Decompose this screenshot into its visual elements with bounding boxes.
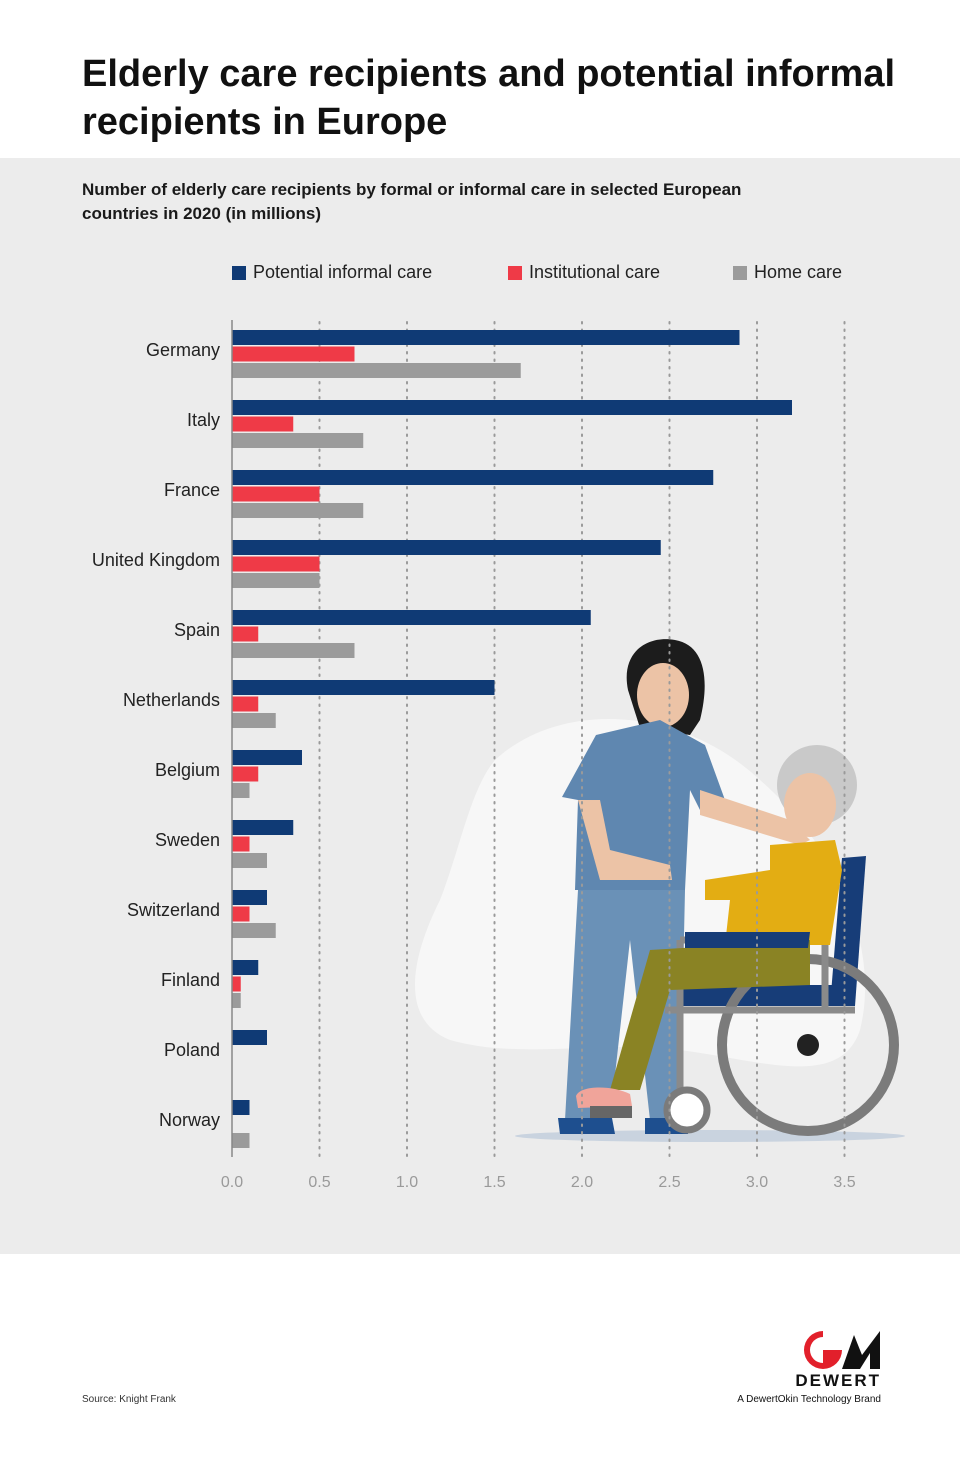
x-tick-label: 1.0 (396, 1174, 418, 1191)
elder-torso-icon (705, 840, 842, 945)
x-axis-ticks: 0.0 0.5 1.0 1.5 2.0 2.5 3.0 3.5 (221, 1174, 856, 1191)
bar-institutional-care (232, 556, 320, 572)
legend-label-potential-informal-care: Potential informal care (253, 262, 433, 282)
bar-home-care (232, 993, 241, 1008)
category-label: United Kingdom (92, 550, 220, 570)
bar-potential-informal-care (232, 680, 495, 695)
bar-home-care (232, 573, 320, 588)
bar-potential-informal-care (232, 820, 294, 835)
bar-institutional-care (232, 696, 259, 712)
legend-swatch-home-care (733, 265, 747, 280)
bar-potential-informal-care (232, 540, 661, 555)
bar-institutional-care (232, 836, 250, 852)
category-label: Italy (187, 410, 220, 430)
legend-swatch-potential-informal-care (232, 265, 246, 280)
wheelchair-footrest-icon (590, 1106, 632, 1118)
bar-potential-informal-care (232, 400, 792, 415)
bar-home-care (232, 643, 355, 658)
legend-swatch-institutional-care (508, 265, 522, 280)
bar-potential-informal-care (232, 610, 591, 625)
bar-home-care (232, 1133, 250, 1148)
bar-institutional-care (232, 626, 259, 642)
nurse-shoe-left-icon (558, 1118, 615, 1134)
bar-institutional-care (232, 416, 294, 432)
bar-potential-informal-care (232, 750, 302, 765)
chart-subtitle: Number of elderly care recipients by for… (82, 180, 742, 223)
category-label: Switzerland (127, 900, 220, 920)
bar-home-care (232, 503, 364, 518)
wheelchair-frame-icon (665, 936, 855, 1105)
bar-potential-informal-care (232, 330, 740, 345)
bar-institutional-care (232, 976, 241, 992)
x-tick-label: 2.0 (571, 1174, 593, 1191)
wheelchair-hub-icon (797, 1034, 819, 1056)
category-label: Spain (174, 620, 220, 640)
category-label: Sweden (155, 830, 220, 850)
elder-blanket-icon (685, 932, 810, 948)
x-tick-label: 3.5 (833, 1174, 855, 1191)
source-note: Source: Knight Frank (82, 1394, 176, 1405)
elder-legs-icon (610, 940, 810, 1090)
brand-tagline: A DewertOkin Technology Brand (737, 1394, 881, 1405)
bar-home-care (232, 783, 250, 798)
bar-home-care (232, 923, 276, 938)
bar-institutional-care (232, 766, 259, 782)
legend-label-home-care: Home care (754, 262, 843, 282)
nurse-arm-icon (578, 800, 672, 880)
category-label: Finland (161, 970, 220, 990)
dewert-logo-icon (804, 1331, 880, 1369)
x-tick-label: 2.5 (658, 1174, 680, 1191)
x-tick-label: 3.0 (746, 1174, 768, 1191)
bar-home-care (232, 363, 521, 378)
wheelchair-small-wheel-icon (663, 1086, 711, 1134)
category-label: Poland (164, 1040, 220, 1060)
bars (232, 330, 792, 1148)
category-label: Germany (146, 340, 220, 360)
bar-potential-informal-care (232, 960, 259, 975)
category-label: Norway (159, 1110, 220, 1130)
nurse-arm-right-icon (700, 790, 810, 845)
x-tick-label: 1.5 (483, 1174, 505, 1191)
brand-name: DEWERT (795, 1371, 881, 1390)
wheelchair-seat-icon (680, 985, 855, 1006)
legend-item-home-care: Home care (733, 262, 842, 283)
bar-potential-informal-care (232, 470, 714, 485)
category-label: Netherlands (123, 690, 220, 710)
legend-item-potential-informal-care: Potential informal care (232, 262, 432, 283)
page-title: Elderly care recipients and potential in… (82, 53, 896, 143)
legend-label-institutional-care: Institutional care (529, 262, 661, 282)
bar-institutional-care (232, 486, 320, 502)
x-tick-label: 0.5 (308, 1174, 330, 1191)
nurse-face-icon (637, 663, 689, 727)
elder-face-icon (784, 773, 836, 837)
bar-institutional-care (232, 346, 355, 362)
chart-legend: Potential informal care Institutional ca… (0, 262, 960, 284)
bar-potential-informal-care (232, 1030, 267, 1045)
bar-home-care (232, 853, 267, 868)
bar-home-care (232, 713, 276, 728)
caregiver-illustration (415, 639, 905, 1142)
bar-home-care (232, 433, 364, 448)
category-label: Belgium (155, 760, 220, 780)
bar-chart: Germany Italy France United Kingdom Spain Net… (92, 320, 905, 1191)
bar-potential-informal-care (232, 890, 267, 905)
category-label: France (164, 480, 220, 500)
category-labels: Germany Italy France United Kingdom Spain Net… (92, 340, 220, 1130)
x-tick-label: 0.0 (221, 1174, 243, 1191)
legend-item-institutional-care: Institutional care (508, 262, 660, 283)
nurse-legs-icon (565, 890, 685, 1120)
bar-institutional-care (232, 906, 250, 922)
elder-slipper-icon (576, 1087, 632, 1108)
bar-potential-informal-care (232, 1100, 250, 1115)
